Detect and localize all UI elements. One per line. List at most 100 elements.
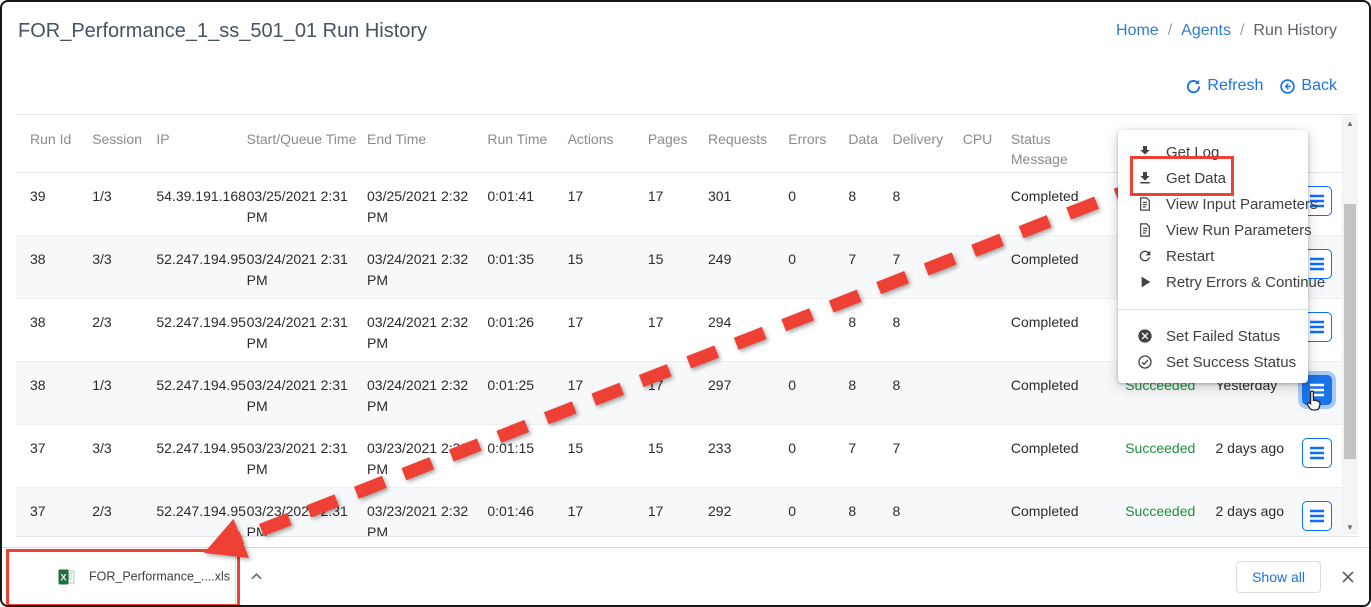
menu-item-set-success-status[interactable]: Set Success Status (1118, 349, 1308, 375)
cell-errors: 0 (774, 172, 835, 236)
cell-requests: 249 (694, 235, 775, 299)
cell-session: 2/3 (78, 298, 143, 362)
page-title: FOR_Performance_1_ss_501_01 Run History (18, 20, 428, 42)
annotation-highlight-get-data (1130, 156, 1234, 196)
cell-ip: 52.247.194.95 (142, 424, 246, 488)
menu-item-label: Set Success Status (1166, 353, 1297, 371)
scroll-down-icon[interactable]: ▼ (1346, 523, 1354, 532)
cell-status-message: Completed (996, 235, 1112, 299)
cell-status-message: Completed (996, 424, 1112, 488)
cell-delivery: 8 (878, 298, 949, 362)
back-button[interactable]: Back (1279, 77, 1337, 95)
cell-run-time: 0:01:46 (473, 487, 554, 536)
menu-item-set-failed-status[interactable]: Set Failed Status (1118, 323, 1308, 349)
annotation-highlight-download (6, 549, 240, 605)
col-header-delivery: Delivery (878, 115, 949, 173)
cell-cpu (948, 361, 997, 425)
cell-requests: 292 (694, 487, 775, 536)
cell-last: 2 days ago (1201, 424, 1292, 488)
cell-ip: 52.247.194.95 (142, 298, 246, 362)
download-filename: FOR_Performance_....xls (89, 569, 231, 584)
row-context-menu: Get Log Get Data View Input Parameters V… (1118, 130, 1325, 383)
cell-errors: 0 (774, 487, 835, 536)
cell-run-id: 38 (16, 235, 79, 299)
col-header-run-id: Run Id (16, 115, 79, 173)
col-header-status-message: Status Message (996, 115, 1112, 173)
cell-end-time: 03/23/2021 2:32 PM (353, 424, 474, 488)
menu-item-label: View Run Parameters (1166, 221, 1312, 239)
menu-item-retry-errors-continue[interactable]: Retry Errors & Continue (1118, 269, 1325, 295)
menu-item-get-data[interactable]: Get Data (1118, 165, 1308, 191)
cell-actions: 17 (553, 361, 634, 425)
show-all-button[interactable]: Show all (1236, 560, 1321, 593)
col-header-ip: IP (142, 115, 233, 173)
cell-ip: 52.247.194.95 (142, 487, 246, 536)
col-header-actions: Actions (553, 115, 634, 173)
cell-status-message: Completed (996, 361, 1112, 425)
refresh-icon (1185, 78, 1202, 95)
cell-errors: 0 (774, 361, 835, 425)
cell-start-queue-time: 03/24/2021 2:31 PM (232, 298, 353, 362)
menu-item-label: Set Failed Status (1166, 327, 1281, 345)
cell-ip: 54.39.191.168 (142, 172, 246, 236)
cell-delivery: 8 (878, 172, 949, 236)
cell-status-message: Completed (996, 172, 1112, 236)
svg-text:X: X (60, 572, 66, 582)
row-menu-button[interactable] (1301, 500, 1332, 531)
cell-session: 1/3 (78, 172, 143, 236)
download-chip[interactable]: X FOR_Performance_....xls (58, 568, 263, 585)
row-menu-button[interactable] (1301, 437, 1332, 468)
cell-end-time: 03/25/2021 2:32 PM (353, 172, 474, 236)
cell-row-menu (1291, 424, 1342, 488)
refresh-icon (1137, 248, 1153, 264)
refresh-button[interactable]: Refresh (1185, 77, 1263, 95)
cell-cpu (948, 172, 997, 236)
breadcrumb: Home / Agents / Run History (1116, 22, 1337, 40)
cell-run-id: 39 (16, 172, 79, 236)
cell-delivery: 8 (878, 487, 949, 536)
cell-pages: 17 (633, 361, 694, 425)
download-bar: X FOR_Performance_....xls Show all (2, 547, 1369, 605)
refresh-label: Refresh (1207, 77, 1264, 94)
col-header-session: Session (78, 115, 143, 173)
cell-session: 2/3 (78, 487, 143, 536)
scroll-up-icon[interactable]: ▲ (1346, 119, 1354, 128)
cell-actions: 17 (553, 487, 634, 536)
document-icon (1137, 222, 1153, 238)
cell-data: 7 (834, 424, 879, 488)
col-header-start-queue-time: Start/Queue Time (232, 115, 356, 173)
cell-requests: 294 (694, 298, 775, 362)
cell-end-time: 03/24/2021 2:32 PM (353, 361, 474, 425)
breadcrumb-home[interactable]: Home (1116, 22, 1159, 39)
cell-row-menu (1291, 487, 1342, 536)
cell-run-id: 37 (16, 424, 79, 488)
menu-item-view-run-parameters[interactable]: View Run Parameters (1118, 217, 1312, 243)
col-header-requests: Requests (694, 115, 775, 173)
cell-status-message: Completed (996, 487, 1112, 536)
excel-icon: X (58, 568, 75, 585)
cell-run-time: 0:01:26 (473, 298, 554, 362)
menu-divider (1118, 309, 1308, 310)
cell-data: 7 (834, 235, 879, 299)
close-icon[interactable] (1341, 570, 1355, 584)
breadcrumb-separator: / (1167, 22, 1173, 39)
col-header-pages: Pages (633, 115, 694, 173)
cancel-circle-icon (1137, 328, 1153, 344)
col-header-errors: Errors (774, 115, 835, 173)
scrollbar-thumb[interactable] (1344, 204, 1356, 459)
cell-end-time: 03/24/2021 2:32 PM (353, 298, 474, 362)
breadcrumb-separator: / (1239, 22, 1245, 39)
cell-cpu (948, 424, 997, 488)
cell-actions: 17 (553, 172, 634, 236)
breadcrumb-agents[interactable]: Agents (1181, 22, 1231, 39)
cell-status: Succeeded (1111, 487, 1202, 536)
cell-delivery: 8 (878, 361, 949, 425)
chevron-up-icon[interactable] (250, 573, 263, 581)
cell-errors: 0 (774, 235, 835, 299)
col-header-data: Data (834, 115, 879, 173)
vertical-scrollbar[interactable]: ▲ ▼ (1342, 116, 1358, 535)
menu-item-restart[interactable]: Restart (1118, 243, 1308, 269)
col-header-cpu: CPU (948, 115, 997, 173)
cell-delivery: 7 (878, 235, 949, 299)
